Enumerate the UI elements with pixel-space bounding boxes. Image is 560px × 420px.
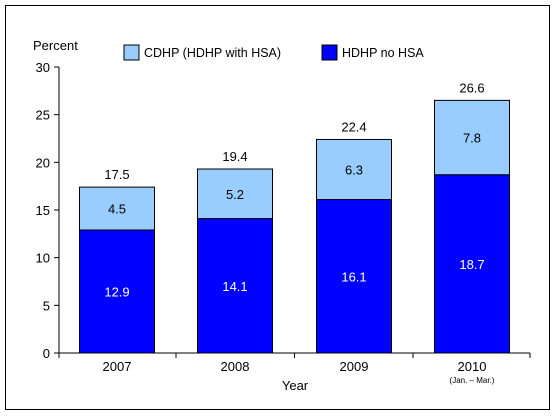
- legend-label-cdhp: CDHP (HDHP with HSA): [144, 46, 281, 60]
- x-tick-label: 2008: [221, 359, 250, 374]
- data-label: 14.1: [222, 279, 247, 294]
- data-label: 5.2: [226, 187, 244, 202]
- y-axis-title: Percent: [33, 38, 78, 53]
- x-tick-sublabel: (Jan. – Mar.): [450, 376, 495, 385]
- y-tick-label: 5: [43, 298, 50, 313]
- y-tick-label: 0: [43, 346, 50, 361]
- legend: CDHP (HDHP with HSA) HDHP no HSA: [123, 44, 424, 61]
- bar-hdhp-no-hsa: [434, 174, 510, 354]
- data-labels: 12.9 4.5 17.5 14.1 5.2 19.4 16.1 6.3 22.4 18.7 7.8…: [104, 80, 484, 299]
- data-label: 16.1: [341, 269, 366, 284]
- bar-hdhp-no-hsa: [316, 199, 392, 354]
- bar-cdhp: [197, 168, 273, 220]
- bars: [79, 99, 510, 354]
- y-tick-label: 20: [36, 155, 50, 170]
- y-tick-label: 15: [36, 203, 50, 218]
- bar-cdhp: [434, 99, 510, 176]
- y-tick-label: 25: [36, 108, 50, 123]
- y-tick-label: 10: [36, 251, 50, 266]
- y-tick-label: 30: [36, 60, 50, 75]
- data-label: 7.8: [463, 131, 481, 146]
- total-label: 19.4: [222, 149, 247, 164]
- bar-cdhp: [316, 138, 392, 201]
- legend-swatch-cdhp: [123, 44, 140, 61]
- data-label: 12.9: [104, 285, 129, 300]
- data-label: 4.5: [108, 202, 126, 217]
- bar-cdhp: [79, 186, 155, 231]
- x-tick-label: 2010: [458, 359, 487, 374]
- data-label: 18.7: [459, 257, 484, 272]
- legend-swatch-hdhp: [321, 44, 338, 61]
- total-label: 17.5: [104, 167, 129, 182]
- total-label: 22.4: [341, 119, 366, 134]
- x-tick-label: 2009: [340, 359, 369, 374]
- total-label: 26.6: [459, 80, 484, 95]
- bar-hdhp-no-hsa: [79, 229, 155, 354]
- data-label: 6.3: [345, 162, 363, 177]
- legend-label-hdhp: HDHP no HSA: [342, 46, 424, 60]
- x-axis-title: Year: [282, 378, 309, 393]
- x-tick-label: 2007: [103, 359, 132, 374]
